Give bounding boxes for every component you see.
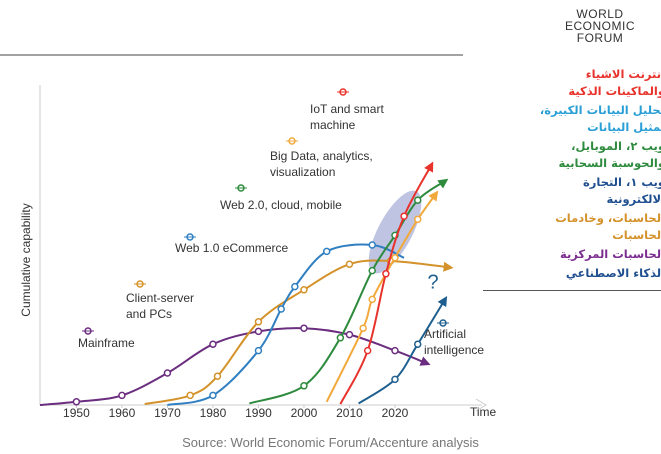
point bbox=[300, 324, 308, 332]
point bbox=[345, 330, 354, 339]
series-line bbox=[167, 243, 405, 406]
legend-list: انترنت الاشياء والماكينات الذكية تحليل ال… bbox=[483, 66, 661, 291]
point bbox=[391, 346, 399, 355]
x-tick-label: 2000 bbox=[291, 406, 318, 420]
x-tick-label: 1990 bbox=[245, 406, 272, 420]
x-tick-label: 2020 bbox=[382, 406, 409, 420]
series-label: Web 1.0 eCommerce bbox=[175, 241, 289, 255]
point bbox=[72, 398, 81, 406]
point bbox=[368, 241, 376, 249]
point bbox=[336, 334, 345, 342]
series-line bbox=[39, 327, 431, 406]
point bbox=[163, 369, 172, 377]
annotation: ? bbox=[427, 271, 438, 293]
series-label: Big Data, analytics, visualization bbox=[270, 149, 373, 179]
x-tick-label: 1970 bbox=[154, 406, 181, 420]
series-label: Artificial intelligence bbox=[424, 327, 485, 357]
x-tick-label: 1950 bbox=[63, 406, 90, 420]
point bbox=[382, 270, 390, 278]
series-line bbox=[144, 259, 454, 406]
point bbox=[254, 327, 263, 336]
point bbox=[277, 305, 285, 313]
x-axis-label: Time bbox=[470, 405, 497, 419]
point bbox=[359, 324, 367, 332]
list-item: ويب ١، التجارة الالكترونية bbox=[523, 174, 661, 208]
point bbox=[300, 286, 308, 294]
x-tick-label: 2010 bbox=[336, 406, 363, 420]
series-label: Client-server and PCs bbox=[126, 291, 195, 321]
logo: WORLD ECONOMIC FORUM bbox=[565, 7, 635, 45]
point bbox=[213, 372, 222, 380]
point bbox=[300, 382, 308, 390]
point bbox=[209, 391, 217, 400]
point bbox=[413, 215, 422, 224]
point bbox=[391, 375, 399, 384]
point bbox=[254, 346, 263, 355]
point bbox=[209, 340, 217, 348]
list-item: ويب ٢، الموبايل، والحوسبة السحابية bbox=[523, 138, 661, 172]
series-label: Mainframe bbox=[78, 336, 135, 350]
series-label: Web 2.0, cloud, mobile bbox=[220, 198, 342, 212]
point bbox=[322, 247, 331, 256]
list-item: تحليل البيانات الكبيرة، تمثيل البيانات bbox=[523, 102, 661, 136]
list-item: الذكاء الاصطناعي bbox=[523, 265, 661, 282]
point bbox=[254, 318, 263, 326]
series-label: IoT and smart machine bbox=[310, 102, 384, 132]
point bbox=[345, 260, 354, 268]
point bbox=[400, 212, 408, 220]
x-axis-arrow bbox=[475, 398, 487, 412]
x-tick-label: 1960 bbox=[109, 406, 136, 420]
y-axis-label: Cumulative capability bbox=[19, 203, 33, 316]
point bbox=[363, 346, 372, 355]
point bbox=[413, 340, 422, 348]
series-line bbox=[358, 295, 448, 405]
point bbox=[368, 295, 376, 304]
point bbox=[413, 196, 422, 204]
x-tick-label: 1980 bbox=[200, 406, 227, 420]
point bbox=[186, 391, 194, 400]
list-item: الحاسبات المركزية bbox=[523, 246, 661, 263]
list-item: الحاسبات، وخادمات الحاسبات bbox=[523, 210, 661, 244]
source: Source: World Economic Forum/Accenture a… bbox=[182, 435, 479, 450]
point bbox=[391, 254, 399, 262]
point bbox=[291, 282, 299, 291]
list-item: انترنت الاشياء والماكينات الذكية bbox=[523, 66, 661, 100]
point bbox=[368, 266, 376, 275]
point bbox=[118, 391, 126, 400]
